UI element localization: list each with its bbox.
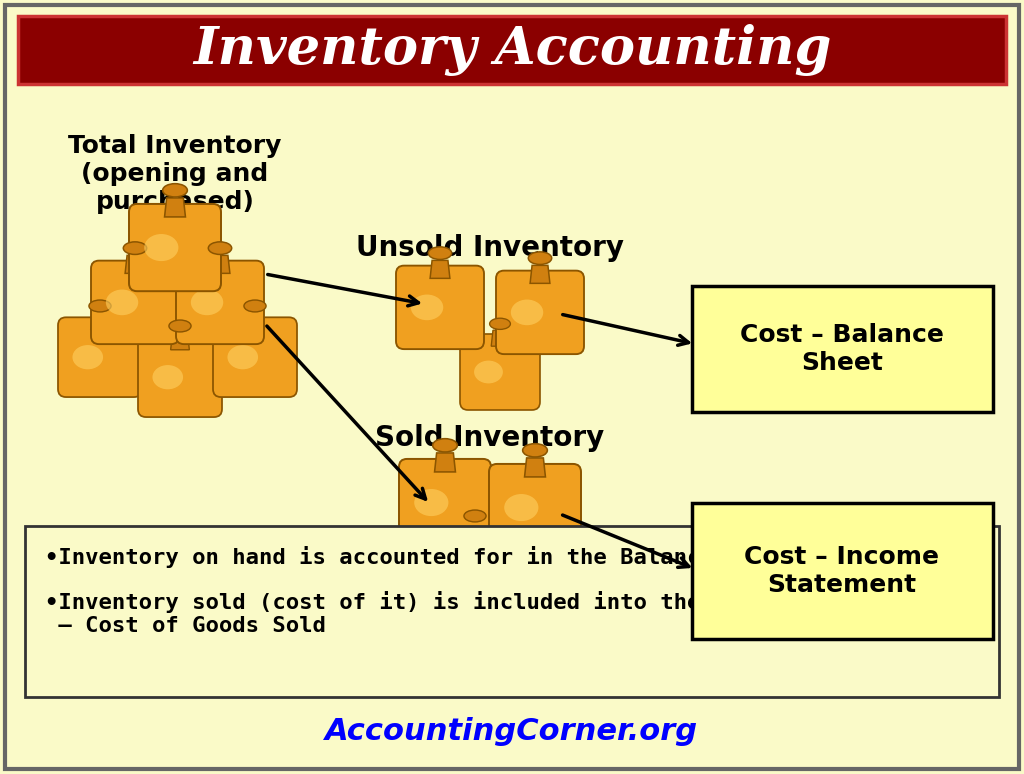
Polygon shape xyxy=(246,313,264,330)
Polygon shape xyxy=(434,453,456,472)
Polygon shape xyxy=(171,333,189,350)
Ellipse shape xyxy=(474,361,503,383)
Ellipse shape xyxy=(163,183,187,197)
Ellipse shape xyxy=(464,510,486,522)
Ellipse shape xyxy=(73,345,103,369)
FancyBboxPatch shape xyxy=(18,16,1006,84)
Text: Cost – Balance
Sheet: Cost – Balance Sheet xyxy=(740,323,944,375)
FancyBboxPatch shape xyxy=(460,334,540,410)
FancyBboxPatch shape xyxy=(129,204,221,291)
Ellipse shape xyxy=(433,439,458,452)
Ellipse shape xyxy=(504,494,539,521)
FancyBboxPatch shape xyxy=(25,526,999,697)
FancyBboxPatch shape xyxy=(433,527,517,607)
FancyBboxPatch shape xyxy=(58,317,142,397)
FancyBboxPatch shape xyxy=(399,459,490,546)
Text: Sold Inventory: Sold Inventory xyxy=(376,424,604,452)
FancyBboxPatch shape xyxy=(692,286,993,412)
FancyBboxPatch shape xyxy=(138,337,222,417)
Polygon shape xyxy=(466,522,484,539)
Text: AccountingCorner.org: AccountingCorner.org xyxy=(326,717,698,746)
Polygon shape xyxy=(524,458,546,477)
Text: Unsold Inventory: Unsold Inventory xyxy=(356,234,624,262)
Text: •Inventory on hand is accounted for in the Balance Sheet: •Inventory on hand is accounted for in t… xyxy=(45,546,794,568)
FancyBboxPatch shape xyxy=(489,464,581,551)
Ellipse shape xyxy=(528,252,552,265)
Ellipse shape xyxy=(428,247,452,259)
FancyBboxPatch shape xyxy=(176,261,264,344)
Ellipse shape xyxy=(105,289,138,315)
Polygon shape xyxy=(91,313,110,330)
Ellipse shape xyxy=(144,234,178,261)
Ellipse shape xyxy=(89,300,111,312)
Ellipse shape xyxy=(153,365,183,389)
Polygon shape xyxy=(492,330,509,346)
Ellipse shape xyxy=(511,300,544,325)
Ellipse shape xyxy=(244,300,266,312)
Polygon shape xyxy=(430,260,450,279)
Text: Total Inventory
(opening and
purchased): Total Inventory (opening and purchased) xyxy=(69,134,282,214)
Text: Inventory Accounting: Inventory Accounting xyxy=(193,24,831,76)
FancyBboxPatch shape xyxy=(213,317,297,397)
FancyBboxPatch shape xyxy=(396,265,484,349)
Ellipse shape xyxy=(169,320,191,332)
Polygon shape xyxy=(210,255,230,273)
FancyBboxPatch shape xyxy=(496,271,584,354)
Polygon shape xyxy=(530,265,550,283)
FancyBboxPatch shape xyxy=(91,261,179,344)
Ellipse shape xyxy=(190,289,223,315)
Ellipse shape xyxy=(447,555,478,579)
Ellipse shape xyxy=(208,241,231,255)
Ellipse shape xyxy=(489,318,510,330)
FancyBboxPatch shape xyxy=(692,503,993,639)
Text: Cost – Income
Statement: Cost – Income Statement xyxy=(744,545,939,597)
Ellipse shape xyxy=(227,345,258,369)
Polygon shape xyxy=(125,255,145,273)
Polygon shape xyxy=(165,198,185,217)
Ellipse shape xyxy=(415,489,449,516)
Ellipse shape xyxy=(522,444,548,457)
Ellipse shape xyxy=(411,295,443,320)
Ellipse shape xyxy=(123,241,146,255)
Text: •Inventory sold (cost of it) is included into the Income Statement
 – Cost of Go: •Inventory sold (cost of it) is included… xyxy=(45,591,928,636)
